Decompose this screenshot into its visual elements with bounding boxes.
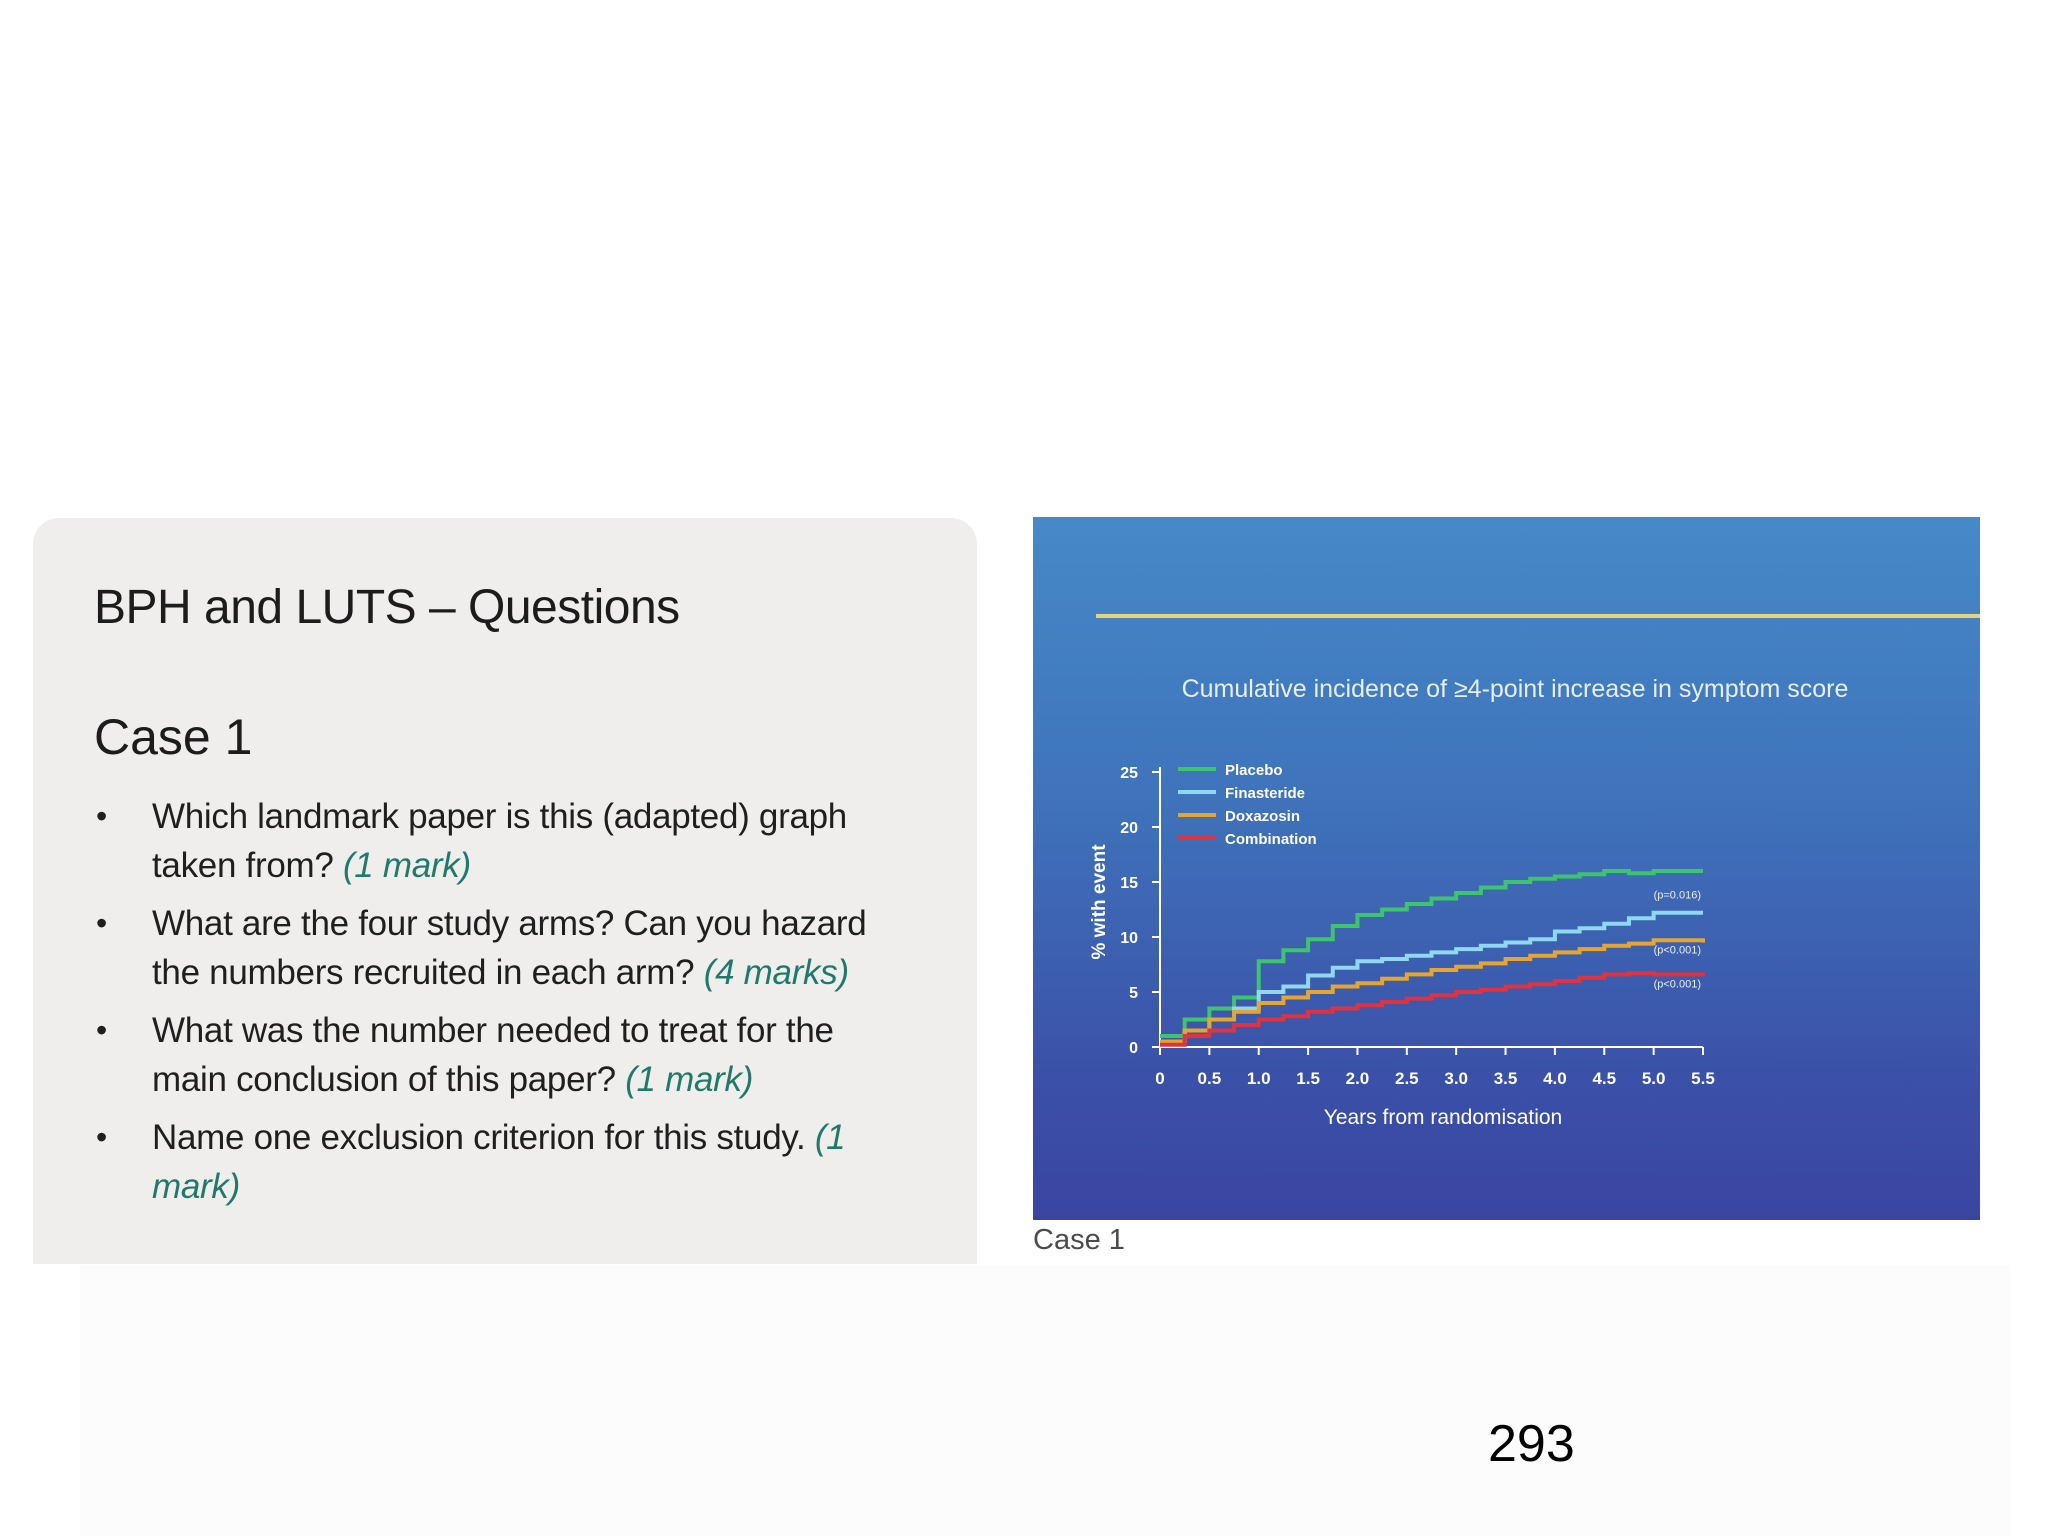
question-marks: (4 marks) [703,953,849,992]
question-text: What was the number needed to treat for … [152,1011,834,1099]
y-tick-label: 5 [1129,985,1138,1002]
chart-figure: Cumulative incidence of ≥4-point increas… [1033,517,1980,1220]
bullet-icon: • [96,1012,107,1048]
page-footer-shade [80,1265,2010,1536]
y-tick-label: 25 [1120,765,1138,782]
question-marks: (1 mark) [342,846,471,885]
legend-label: Combination [1225,831,1317,848]
bullet-icon: • [96,1119,107,1155]
question-item: • Name one exclusion criterion for this … [94,1113,914,1211]
legend-label: Doxazosin [1225,808,1300,825]
y-tick-label: 0 [1129,1040,1138,1057]
kaplan-meier-chart: Cumulative incidence of ≥4-point increas… [1089,614,1980,1129]
legend-label: Placebo [1225,762,1283,779]
x-tick-label: 1.5 [1296,1069,1320,1088]
x-tick-label: 0.5 [1198,1069,1222,1088]
chart-title: Cumulative incidence of ≥4-point increas… [1182,675,1849,703]
p-value-annotation: (p<0.001) [1654,979,1701,991]
p-value-annotation: (p<0.001) [1654,945,1701,957]
question-item: • What are the four study arms? Can you … [94,899,914,997]
series-line-placebo [1160,869,1703,1038]
question-panel [33,518,977,1264]
case-heading: Case 1 [94,709,253,765]
question-item: • What was the number needed to treat fo… [94,1006,914,1104]
question-item: • Which landmark paper is this (adapted)… [94,792,914,890]
legend-label: Finasteride [1225,785,1305,802]
figure-caption: Case 1 [1033,1224,1125,1256]
x-tick-label: 5.0 [1642,1069,1666,1088]
y-tick-label: 15 [1120,875,1138,892]
x-tick-label: 2.0 [1346,1069,1370,1088]
question-text: Which landmark paper is this (adapted) g… [152,797,847,885]
x-tick-label: 4.0 [1543,1069,1567,1088]
question-marks: (1 mark) [625,1060,754,1099]
x-tick-label: 4.5 [1592,1069,1616,1088]
question-text: Name one exclusion criterion for this st… [152,1118,815,1157]
question-marks: (1 mark) [152,1118,846,1206]
x-tick-label: 5.5 [1691,1069,1715,1088]
x-tick-label: 2.5 [1395,1069,1419,1088]
y-tick-label: 20 [1120,820,1138,837]
x-tick-label: 3.0 [1444,1069,1468,1088]
page-number: 293 [1488,1415,1575,1473]
question-text: What are the four study arms? Can you ha… [152,904,867,992]
bullet-icon: • [96,905,107,941]
question-list: • Which landmark paper is this (adapted)… [94,792,914,1220]
x-tick-label: 0 [1155,1069,1164,1088]
panel-title: BPH and LUTS – Questions [94,581,680,634]
x-tick-label: 3.5 [1494,1069,1518,1088]
series-line-doxazosin [1160,938,1705,1044]
x-tick-label: 1.0 [1247,1069,1271,1088]
y-axis-label: % with event [1089,844,1110,960]
series-line-finasteride [1160,910,1703,1044]
p-value-annotation: (p=0.016) [1654,890,1701,902]
bullet-icon: • [96,798,107,834]
x-axis-label: Years from randomisation [1324,1106,1563,1129]
y-tick-label: 10 [1120,930,1138,947]
series-line-combination [1160,971,1705,1047]
